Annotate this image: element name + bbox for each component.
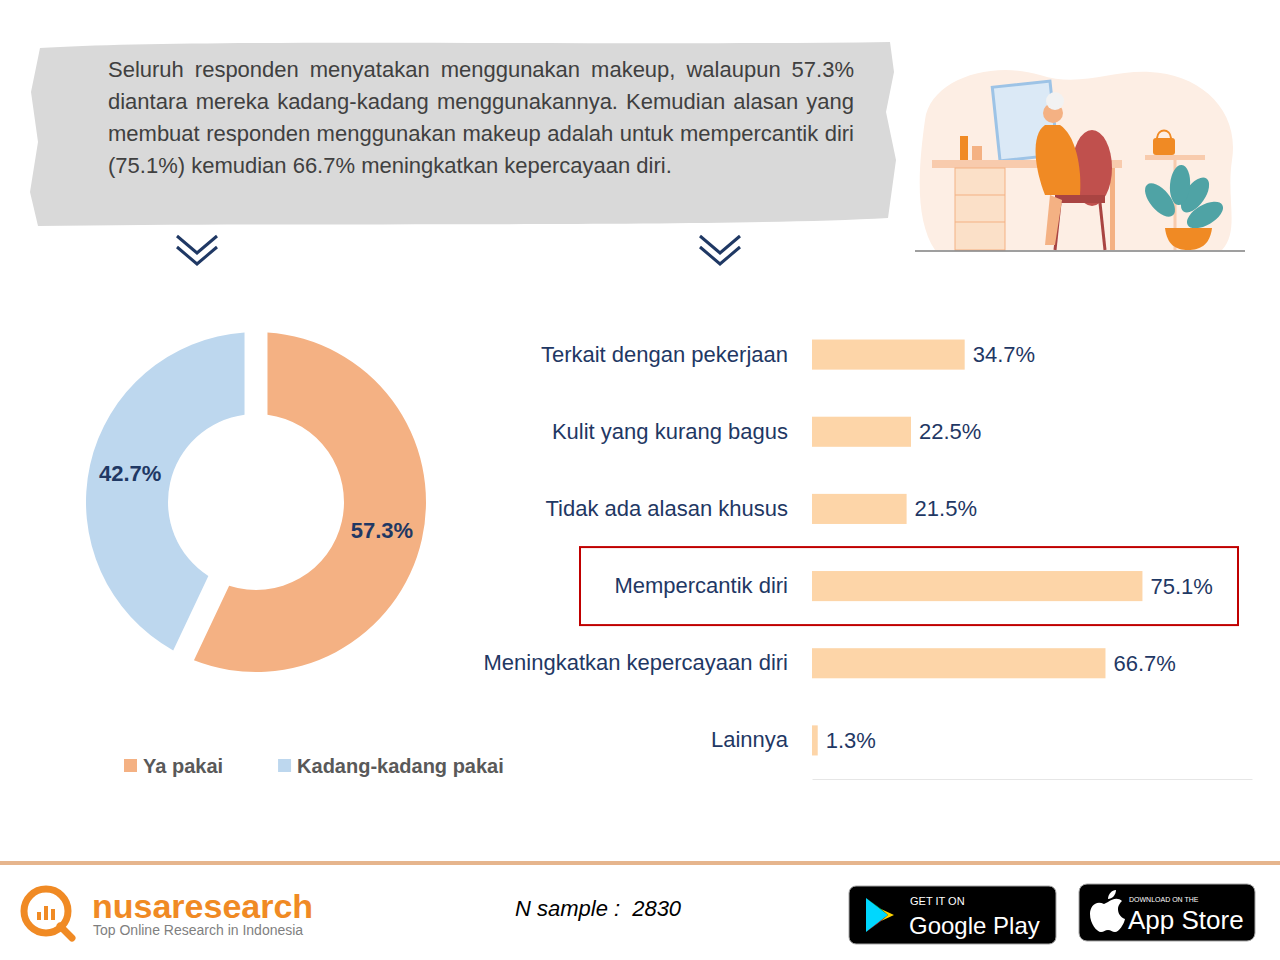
- tagline: Top Online Research in Indonesia: [93, 922, 303, 938]
- play-icon: [866, 898, 888, 932]
- data-label: 21.5%: [915, 496, 977, 521]
- data-label: 42.7%: [99, 461, 161, 486]
- floor: [915, 250, 1245, 252]
- footer-rule: [0, 861, 1280, 865]
- data-label: 66.7%: [1113, 651, 1175, 676]
- bar: [812, 417, 911, 447]
- bar: [812, 571, 1142, 601]
- tick-label: Kulit yang kurang bagus: [552, 419, 788, 444]
- brand: nusaresearch: [92, 887, 313, 925]
- legend-label: Kadang-kadang pakai: [297, 755, 504, 777]
- intro-text: Seluruh responden menyatakan menggunakan…: [108, 54, 854, 182]
- app-store-badge[interactable]: DOWNLOAD ON THE App Store: [1079, 884, 1255, 941]
- badge-large: Google Play: [909, 912, 1040, 939]
- slices: [86, 332, 426, 672]
- tick: Meningkatkan kepercayaan diri: [483, 650, 788, 675]
- data-label: 22.5%: [919, 419, 981, 444]
- data-label: 75.1%: [1150, 574, 1212, 599]
- badge-small: DOWNLOAD ON THE: [1129, 896, 1199, 903]
- tick: Lainnya: [711, 727, 789, 752]
- data-label: 57.3%: [351, 518, 413, 543]
- badge-bg: [1079, 884, 1255, 941]
- slice: [86, 332, 245, 650]
- stage: 57.3%42.7%Ya pakaiKadang-kadang pakai34.…: [0, 0, 1280, 960]
- tick: Kulit yang kurang bagus: [552, 419, 788, 444]
- tick-label: Terkait dengan pekerjaan: [541, 342, 788, 367]
- bottle: [972, 146, 982, 160]
- badge-small: GET IT ON: [910, 895, 965, 907]
- tick-label: Meningkatkan kepercayaan diri: [483, 650, 788, 675]
- legend-swatch: [278, 759, 291, 772]
- tick-label: Mempercantik diri: [614, 573, 788, 598]
- play-icon: [881, 909, 894, 921]
- play-icon: [866, 915, 888, 932]
- chair-seat: [1055, 195, 1105, 203]
- tick: Terkait dengan pekerjaan: [541, 342, 788, 367]
- chevron: [700, 247, 740, 264]
- legend-swatch: [124, 759, 137, 772]
- bars: [812, 340, 1142, 756]
- tick-label: Lainnya: [711, 727, 789, 752]
- legend-item: Kadang-kadang pakai: [278, 755, 504, 777]
- illustration-blob: [920, 70, 1233, 250]
- logo-bar: [51, 909, 55, 920]
- logo-bar: [37, 912, 41, 920]
- bar: [812, 725, 818, 755]
- chair-leg: [1100, 203, 1105, 250]
- woman-body: [1036, 125, 1081, 195]
- tick: Tidak ada alasan khusus: [545, 496, 788, 521]
- bar-chart: 34.7% 22.5% 21.5% 75.1% 66.7% 1.3% Terkait den…: [483, 340, 1252, 780]
- bar: [812, 340, 965, 370]
- woman-towel: [1046, 92, 1064, 110]
- data-label: 1.3%: [826, 728, 876, 753]
- badge-large: App Store: [1128, 905, 1244, 935]
- sample-value: 2830: [631, 896, 682, 921]
- badge-bg: [849, 886, 1056, 944]
- donut-chart: 57.3% 42.7%: [86, 332, 426, 672]
- legend-label: Ya pakai: [143, 755, 223, 777]
- x-axis-line: [813, 779, 1253, 780]
- intro-background: [30, 42, 896, 226]
- y-axis: Terkait dengan pekerjaan Kulit yang kuran…: [483, 342, 788, 753]
- chevron: [177, 247, 217, 264]
- apple-icon: [1090, 899, 1125, 932]
- sample-size: N sample : 2830: [515, 896, 682, 921]
- apple-leaf: [1108, 890, 1116, 899]
- tick: Mempercantik diri: [614, 573, 788, 598]
- bar: [812, 494, 907, 524]
- side-table: [1145, 155, 1205, 160]
- highlight-box: [580, 547, 1238, 625]
- logo-tail: [60, 926, 72, 938]
- x-axis: [813, 779, 1253, 780]
- logo-bar: [44, 906, 48, 920]
- illustration: [915, 70, 1245, 251]
- drawer-line: [955, 195, 1005, 196]
- bar: [812, 648, 1105, 678]
- drawer-line: [955, 222, 1005, 223]
- play-icon: [866, 898, 888, 915]
- data-label: 34.7%: [973, 342, 1035, 367]
- legend: Ya pakai Kadang-kadang pakai: [124, 755, 504, 777]
- sample-label: N sample :: [515, 896, 620, 921]
- bag-handle: [1157, 131, 1171, 139]
- tick-label: Tidak ada alasan khusus: [545, 496, 788, 521]
- desk-drawers: [955, 168, 1005, 250]
- bottle: [960, 136, 968, 160]
- logo: nusaresearchTop Online Research in Indon…: [24, 887, 313, 938]
- legend-item: Ya pakai: [124, 755, 223, 777]
- bag: [1153, 138, 1175, 155]
- google-play-badge[interactable]: GET IT ON Google Play: [849, 886, 1056, 944]
- plant-leaf: [1168, 164, 1191, 206]
- plant-pot: [1165, 228, 1212, 250]
- woman-legs: [1045, 195, 1062, 245]
